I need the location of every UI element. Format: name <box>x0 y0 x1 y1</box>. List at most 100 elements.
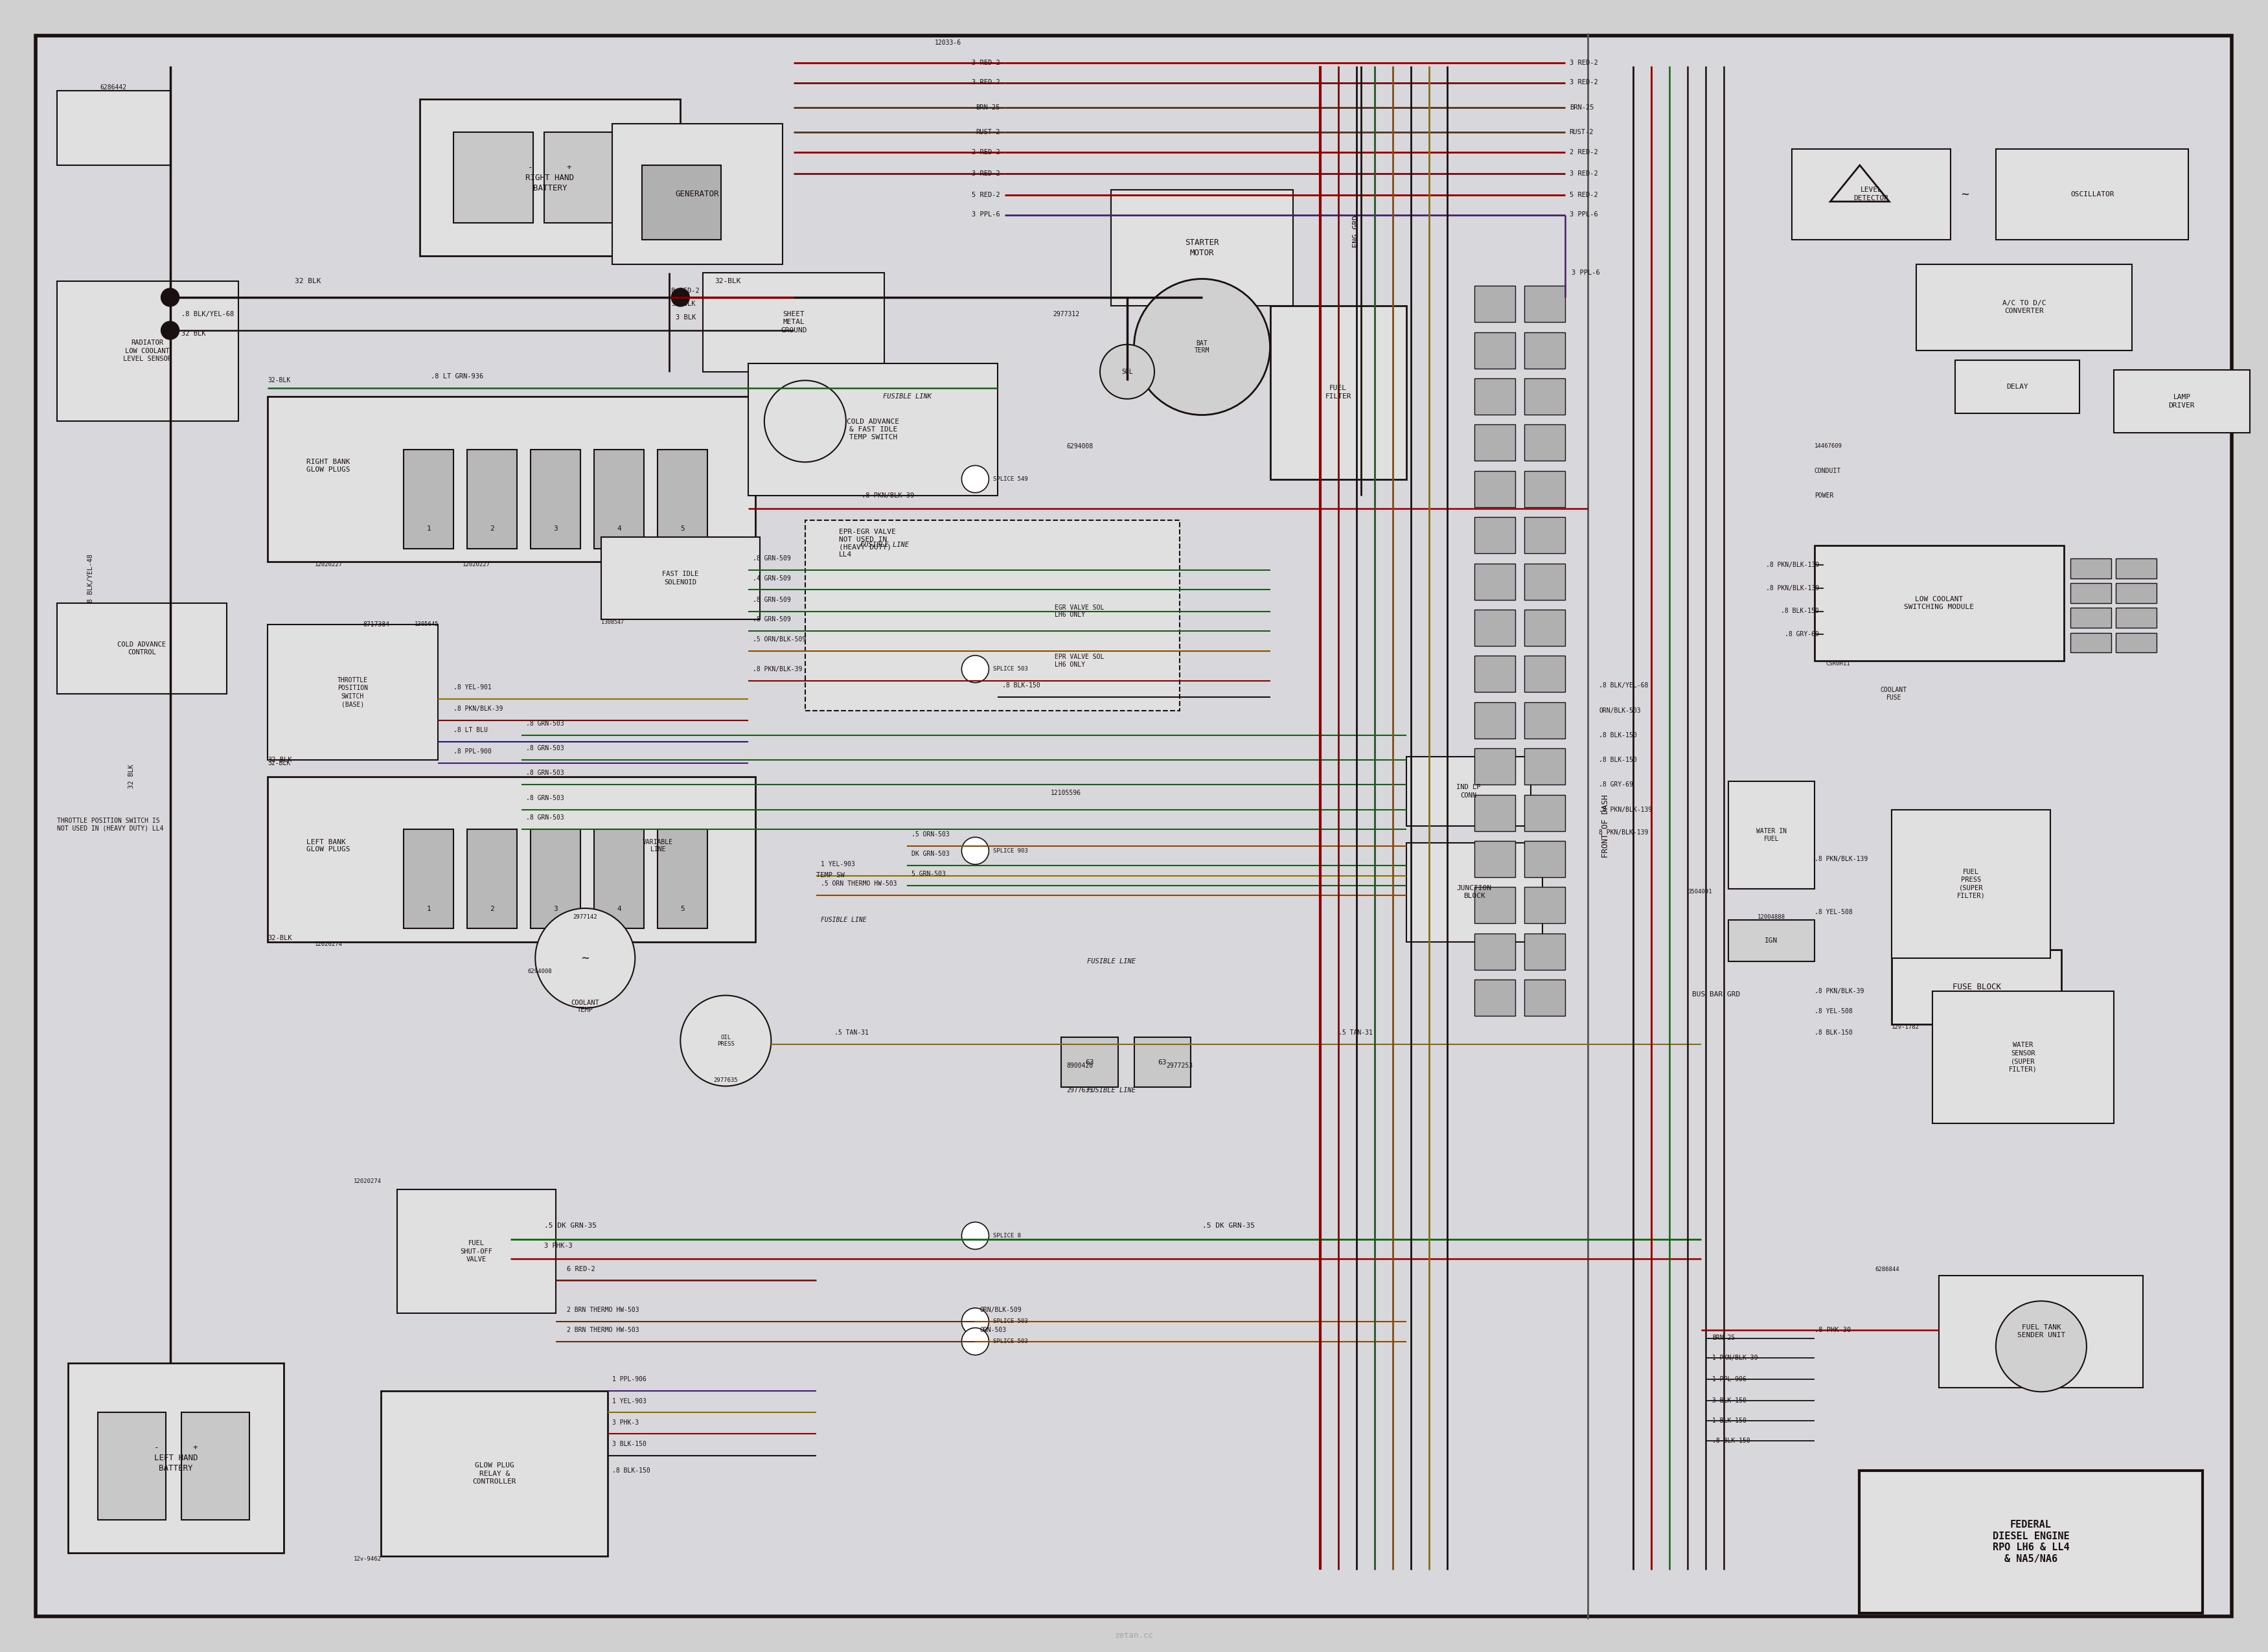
Bar <box>1814 545 2064 661</box>
Bar <box>1932 991 2114 1123</box>
Bar <box>1406 843 1542 942</box>
Text: 32-BLK: 32-BLK <box>671 301 696 307</box>
Text: zetan.cc: zetan.cc <box>1114 1631 1154 1640</box>
Bar <box>1524 517 1565 553</box>
Text: 32 BLK: 32 BLK <box>295 278 322 284</box>
Bar <box>467 449 517 548</box>
Bar <box>1474 378 1515 415</box>
Text: .8 PKN/BLK-39: .8 PKN/BLK-39 <box>753 666 803 672</box>
Text: LEVEL
DETECTOR: LEVEL DETECTOR <box>1853 187 1889 202</box>
Text: FUEL TANK
SENDER UNIT: FUEL TANK SENDER UNIT <box>2016 1325 2066 1338</box>
Bar <box>1474 795 1515 831</box>
Text: 3 BLK-150: 3 BLK-150 <box>612 1441 646 1447</box>
Bar <box>1474 332 1515 368</box>
Bar <box>1939 1275 2143 1388</box>
Text: 3 PPL-6: 3 PPL-6 <box>1569 211 1597 218</box>
Bar <box>1406 757 1531 826</box>
Circle shape <box>535 909 635 1008</box>
Circle shape <box>962 1222 989 1249</box>
Text: FAST IDLE
SOLENOID: FAST IDLE SOLENOID <box>662 572 699 585</box>
Text: .8 PKN/BLK-39: .8 PKN/BLK-39 <box>454 705 503 712</box>
Text: 1 YEL-903: 1 YEL-903 <box>821 861 855 867</box>
Text: -       +
RIGHT HAND
BATTERY: - + RIGHT HAND BATTERY <box>526 164 574 192</box>
Text: RUST-2: RUST-2 <box>975 129 1000 135</box>
Text: .8 BLK-150: .8 BLK-150 <box>612 1467 651 1474</box>
Bar <box>1860 1470 2202 1612</box>
Text: 2977635: 2977635 <box>714 1077 737 1084</box>
Text: 6294008: 6294008 <box>1066 443 1093 449</box>
Text: .5 ORN THERMO HW-503: .5 ORN THERMO HW-503 <box>821 881 898 887</box>
Text: FUSIBLE LINE: FUSIBLE LINE <box>1086 958 1136 965</box>
Text: .8 GRN-503: .8 GRN-503 <box>526 795 565 801</box>
Bar <box>2116 633 2157 653</box>
Bar <box>1728 920 1814 961</box>
Text: SPLICE 903: SPLICE 903 <box>993 847 1027 854</box>
Circle shape <box>680 996 771 1085</box>
Text: 6 RED-2: 6 RED-2 <box>567 1265 594 1272</box>
Text: 3504091: 3504091 <box>1687 889 1712 895</box>
Text: FUEL
PRESS
(SUPER
FILTER): FUEL PRESS (SUPER FILTER) <box>1957 869 1984 899</box>
Text: DK GRN-503: DK GRN-503 <box>912 851 950 857</box>
Bar <box>1792 149 1950 240</box>
Text: SPLICE 503: SPLICE 503 <box>993 666 1027 672</box>
Bar <box>268 776 755 942</box>
Text: 5 RED-2: 5 RED-2 <box>973 192 1000 198</box>
Circle shape <box>1134 279 1270 415</box>
Bar <box>1524 887 1565 923</box>
Text: .8 BLK-150: .8 BLK-150 <box>1599 757 1637 763</box>
Text: BRN-25: BRN-25 <box>975 104 1000 111</box>
Text: 4: 4 <box>617 525 621 532</box>
Bar <box>1474 887 1515 923</box>
Bar <box>404 449 454 548</box>
Bar <box>1474 748 1515 785</box>
Text: BAT
TERM: BAT TERM <box>1195 340 1209 354</box>
Text: 1308547: 1308547 <box>601 620 624 626</box>
Text: 63: 63 <box>1159 1059 1166 1066</box>
Bar <box>1524 656 1565 692</box>
Circle shape <box>962 838 989 864</box>
Bar <box>2071 583 2112 603</box>
Text: LAMP
DRIVER: LAMP DRIVER <box>2168 395 2195 408</box>
Text: SPLICE 549: SPLICE 549 <box>993 476 1027 482</box>
Text: 8 BLK/YEL-48: 8 BLK/YEL-48 <box>88 553 93 603</box>
Text: .8 BLK-150: .8 BLK-150 <box>1814 1029 1853 1036</box>
Text: .5 ORN/BLK-509: .5 ORN/BLK-509 <box>753 636 805 643</box>
Text: .8 GRN-509: .8 GRN-509 <box>753 596 792 603</box>
Bar <box>381 1391 608 1556</box>
Circle shape <box>962 1308 989 1335</box>
Text: FUEL
SHUT-OFF
VALVE: FUEL SHUT-OFF VALVE <box>460 1241 492 1262</box>
Text: .8 PKN/BLK-139: .8 PKN/BLK-139 <box>1767 562 1819 568</box>
Bar <box>2071 608 2112 628</box>
Bar <box>98 1412 166 1520</box>
Bar <box>2116 558 2157 578</box>
Bar <box>1474 425 1515 461</box>
Text: STARTER
MOTOR: STARTER MOTOR <box>1186 238 1218 258</box>
Text: 5 GRN-503: 5 GRN-503 <box>912 871 946 877</box>
Text: DELAY: DELAY <box>2007 383 2028 390</box>
Bar <box>594 449 644 548</box>
Text: 1: 1 <box>426 525 431 532</box>
Bar <box>805 520 1179 710</box>
Bar <box>57 91 170 165</box>
Text: CONDUIT: CONDUIT <box>1814 468 1842 474</box>
Text: 1305645: 1305645 <box>415 621 438 628</box>
Bar <box>1524 471 1565 507</box>
Text: 63: 63 <box>1086 1059 1093 1066</box>
Text: 2 BRN THERMO HW-503: 2 BRN THERMO HW-503 <box>567 1307 640 1313</box>
Text: 1 PPL-906: 1 PPL-906 <box>1712 1376 1746 1383</box>
Text: 8900420: 8900420 <box>1066 1062 1093 1069</box>
Text: FEDERAL
DIESEL ENGINE
RPO LH6 & LL4
& NA5/NA6: FEDERAL DIESEL ENGINE RPO LH6 & LL4 & NA… <box>1994 1520 2068 1564</box>
Text: OSCILLATOR: OSCILLATOR <box>2071 192 2114 197</box>
Text: .8 PKN/BLK-39: .8 PKN/BLK-39 <box>862 492 914 499</box>
Text: .8 PHK-30: .8 PHK-30 <box>1814 1327 1851 1333</box>
Bar <box>268 624 438 760</box>
Bar <box>268 396 755 562</box>
Text: .8 BLK-150: .8 BLK-150 <box>1712 1437 1751 1444</box>
Text: IGN: IGN <box>1765 938 1778 943</box>
Text: .8 BLK-150: .8 BLK-150 <box>1599 732 1637 738</box>
Text: SHEET
METAL
GROUND: SHEET METAL GROUND <box>780 311 807 334</box>
Text: ORN-503: ORN-503 <box>980 1327 1007 1333</box>
Text: 12105596: 12105596 <box>1050 790 1082 796</box>
Bar <box>1524 378 1565 415</box>
Text: .8 YEL-901: .8 YEL-901 <box>454 684 492 691</box>
